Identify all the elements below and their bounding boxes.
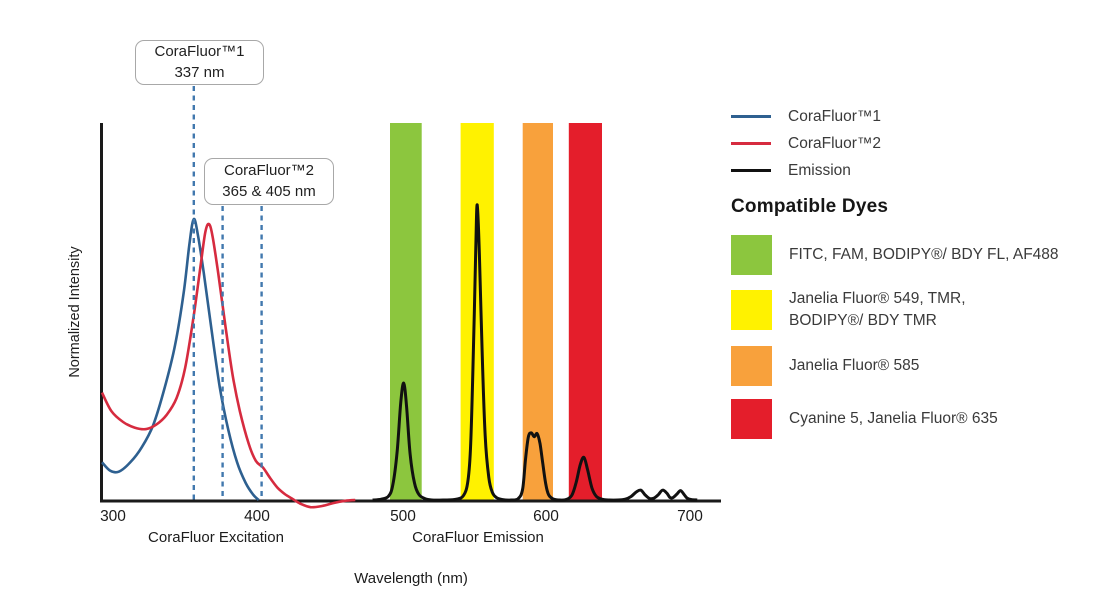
legend-item-corafluor2: CoraFluor™2	[731, 134, 1103, 153]
legend-item-emission: Emission	[731, 161, 1103, 180]
dye-label-line: Cyanine 5, Janelia Fluor® 635	[789, 409, 998, 427]
dye-label: Janelia Fluor® 549, TMR, BODIPY®/ BDY TM…	[789, 288, 966, 333]
side-panel: CoraFluor™1 CoraFluor™2 Emission Compati…	[731, 107, 1103, 452]
corafluor1-callout: CoraFluor™1 337 nm	[135, 40, 264, 85]
x-axis-label: Wavelength (nm)	[354, 570, 468, 587]
green-band	[390, 123, 422, 502]
dye-row-red: Cyanine 5, Janelia Fluor® 635	[731, 398, 1103, 439]
emission-region-label: CoraFluor Emission	[412, 529, 544, 546]
emission-line-swatch	[731, 169, 771, 172]
x-tick-500: 500	[390, 508, 416, 525]
dye-label: Cyanine 5, Janelia Fluor® 635	[789, 408, 998, 430]
dye-label: FITC, FAM, BODIPY®/ BDY FL, AF488	[789, 244, 1059, 266]
red-dye-swatch	[731, 398, 772, 439]
x-tick-600: 600	[533, 508, 559, 525]
green-dye-swatch	[731, 235, 772, 275]
x-tick-400: 400	[244, 508, 270, 525]
legend-label: CoraFluor™2	[788, 134, 882, 152]
dye-label: Janelia Fluor® 585	[789, 355, 919, 377]
callout-line: 337 nm	[174, 63, 225, 81]
callout-line: 365 & 405 nm	[222, 182, 316, 200]
y-axis-label: Normalized Intensity	[67, 246, 83, 378]
dye-row-yellow: Janelia Fluor® 549, TMR, BODIPY®/ BDY TM…	[731, 288, 1103, 333]
spectra-chart	[100, 86, 721, 509]
dye-row-green: FITC, FAM, BODIPY®/ BDY FL, AF488	[731, 235, 1103, 275]
corafluor2-line-swatch	[731, 142, 771, 145]
yellow-band	[460, 123, 494, 502]
dye-label-line: BODIPY®/ BDY TMR	[789, 312, 937, 330]
red-band	[568, 123, 602, 502]
dye-label-line: Janelia Fluor® 585	[789, 356, 920, 374]
x-tick-700: 700	[677, 508, 703, 525]
orange-dye-swatch	[731, 345, 772, 386]
corafluor1-excitation-curve	[101, 217, 260, 501]
excitation-region-label: CoraFluor Excitation	[148, 529, 284, 546]
emission-curve	[372, 203, 698, 502]
dye-row-orange: Janelia Fluor® 585	[731, 345, 1103, 386]
dye-label-line: FITC, FAM, BODIPY®/ BDY FL, AF488	[789, 245, 1059, 263]
dye-label-line: Janelia Fluor® 549, TMR,	[789, 290, 966, 307]
corafluor2-excitation-curve	[100, 222, 356, 509]
yellow-dye-swatch	[731, 290, 772, 331]
legend-label: Emission	[788, 161, 851, 179]
callout-line: CoraFluor™1	[154, 42, 245, 60]
compatible-dyes-heading: Compatible Dyes	[731, 196, 889, 217]
legend-label: CoraFluor™1	[788, 107, 882, 125]
x-tick-300: 300	[100, 508, 126, 525]
corafluor1-line-swatch	[731, 115, 771, 118]
corafluor2-callout: CoraFluor™2 365 & 405 nm	[204, 158, 334, 205]
legend-item-corafluor1: CoraFluor™1	[731, 107, 1103, 126]
callout-line: CoraFluor™2	[223, 161, 315, 179]
